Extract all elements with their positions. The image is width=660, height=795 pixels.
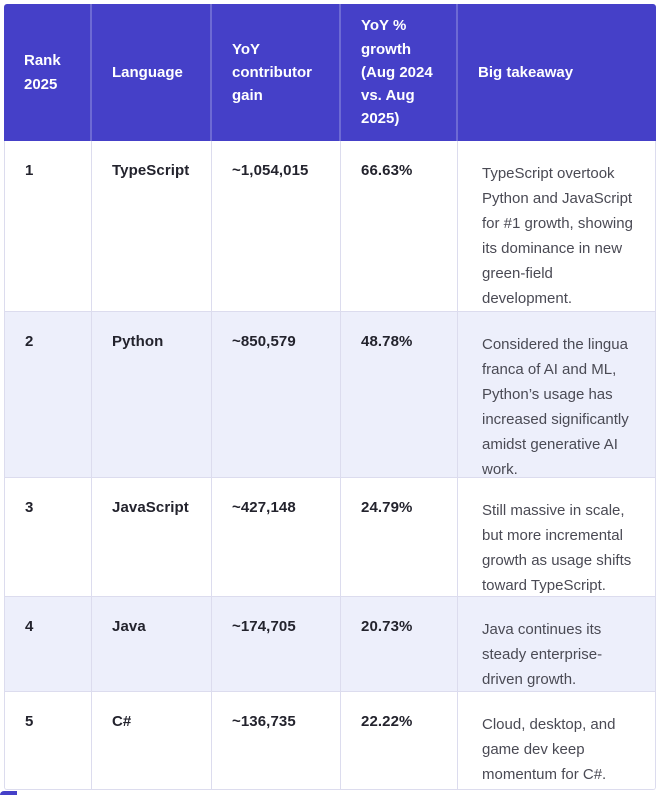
table-body: 1 TypeScript ~1,054,015 66.63% TypeScrip… bbox=[4, 141, 656, 790]
cell-rank: 3 bbox=[5, 478, 92, 598]
cell-contributor-gain: ~136,735 bbox=[212, 692, 341, 789]
cell-big-takeaway: TypeScript overtook Python and JavaScrip… bbox=[482, 165, 633, 307]
cell-language: JavaScript bbox=[92, 478, 212, 598]
column-header-rank-label: Rank 2025 bbox=[24, 52, 61, 93]
cell-rank: 1 bbox=[5, 141, 92, 311]
table-header-row: Rank 2025 Language YoY contributor gain … bbox=[4, 4, 656, 141]
column-header-yoy-growth-label: YoY % growth (Aug 2024 vs. Aug 2025) bbox=[361, 17, 433, 128]
cell-contributor-gain: ~174,705 bbox=[212, 597, 341, 692]
table-row-javascript: 3 JavaScript ~427,148 24.79% Still massi… bbox=[5, 478, 655, 598]
cell-language: Python bbox=[92, 312, 212, 482]
cell-big-takeaway: Still massive in scale, but more increme… bbox=[482, 502, 632, 594]
table-row-python: 2 Python ~850,579 48.78% Considered the … bbox=[5, 312, 655, 482]
cell-yoy-growth: 24.79% bbox=[341, 478, 458, 598]
cell-rank: 5 bbox=[5, 692, 92, 789]
cell-yoy-growth: 20.73% bbox=[341, 597, 458, 692]
cell-contributor-gain: ~1,054,015 bbox=[212, 141, 341, 311]
column-header-rank: Rank 2025 bbox=[4, 4, 92, 141]
next-section-corner-fragment bbox=[0, 791, 17, 795]
cell-yoy-growth: 22.22% bbox=[341, 692, 458, 789]
column-header-big-takeaway: Big takeaway bbox=[458, 4, 656, 141]
cell-rank: 2 bbox=[5, 312, 92, 482]
cell-language: TypeScript bbox=[92, 141, 212, 311]
cell-big-takeaway: Cloud, desktop, and game dev keep moment… bbox=[482, 716, 616, 783]
cell-contributor-gain: ~427,148 bbox=[212, 478, 341, 598]
cell-language: C# bbox=[92, 692, 212, 789]
cell-rank: 4 bbox=[5, 597, 92, 692]
table-row-java: 4 Java ~174,705 20.73% Java continues it… bbox=[5, 597, 655, 692]
column-header-contributor-gain: YoY contributor gain bbox=[212, 4, 341, 141]
language-growth-table: Rank 2025 Language YoY contributor gain … bbox=[4, 4, 656, 790]
cell-big-takeaway: Considered the lingua franca of AI and M… bbox=[482, 336, 629, 478]
cell-contributor-gain: ~850,579 bbox=[212, 312, 341, 482]
column-header-language: Language bbox=[92, 4, 212, 141]
cell-big-takeaway: Java continues its steady enterprise-dri… bbox=[482, 621, 603, 688]
column-header-yoy-growth: YoY % growth (Aug 2024 vs. Aug 2025) bbox=[341, 4, 458, 141]
table-row-csharp: 5 C# ~136,735 22.22% Cloud, desktop, and… bbox=[5, 692, 655, 789]
cell-language: Java bbox=[92, 597, 212, 692]
cell-yoy-growth: 66.63% bbox=[341, 141, 458, 311]
cell-yoy-growth: 48.78% bbox=[341, 312, 458, 482]
column-header-big-takeaway-label: Big takeaway bbox=[478, 63, 574, 81]
column-header-contributor-gain-label: YoY contributor gain bbox=[232, 40, 312, 105]
column-header-language-label: Language bbox=[112, 63, 183, 81]
table-row-typescript: 1 TypeScript ~1,054,015 66.63% TypeScrip… bbox=[5, 141, 655, 312]
